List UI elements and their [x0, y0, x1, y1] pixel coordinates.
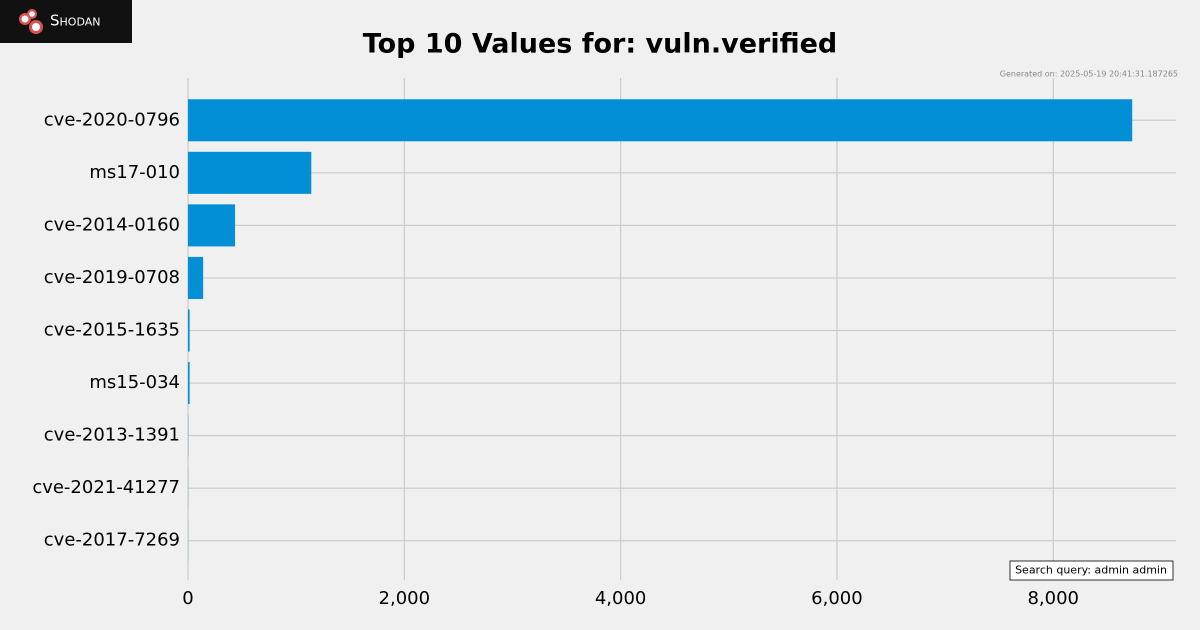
query-box: [1009, 560, 1174, 581]
y-tick-label: cve-2013-1391: [44, 425, 180, 446]
bar: [188, 99, 1133, 142]
y-tick-label: ms15-034: [89, 372, 180, 393]
generated-note: Generated on: 2025-05-19 20:41:31.187265: [1000, 70, 1178, 79]
logo-text: Shodan: [50, 12, 100, 30]
y-tick-label: cve-2015-1635: [44, 320, 180, 341]
bar: [188, 362, 190, 405]
x-tick-label: 4,000: [595, 588, 647, 609]
y-tick-label: ms17-010: [89, 162, 180, 183]
bar: [188, 256, 204, 299]
search-query: Search query: admin admin: [1015, 564, 1167, 577]
bar: [188, 151, 312, 194]
x-tick-label: 6,000: [811, 588, 863, 609]
y-tick-label: cve-2014-0160: [44, 214, 180, 235]
logo-icon: [19, 9, 43, 34]
chart-title: Top 10 Values for: vuln.verified: [363, 29, 837, 60]
y-tick-label: cve-2017-7269: [44, 530, 180, 551]
bar: [188, 309, 190, 352]
y-tick-label: cve-2020-0796: [44, 109, 180, 130]
plot: 0 2,000 4,000 6,000 8,000 cve-2020-0796 ms17-0…: [32, 78, 1176, 609]
y-tick-label: cve-2019-0708: [44, 267, 180, 288]
y-tick-label: cve-2021-41277: [32, 477, 180, 498]
bar: [188, 204, 236, 247]
x-tick-label: 8,000: [1027, 588, 1079, 609]
x-tick-label: 2,000: [379, 588, 431, 609]
x-tick-label: 0: [182, 588, 193, 609]
